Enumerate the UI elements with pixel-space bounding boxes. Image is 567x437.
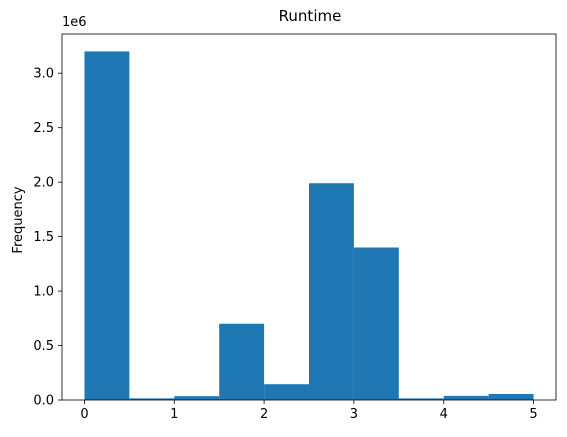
y-tick-label-1: 0.5 <box>33 339 54 354</box>
histogram-bar-7 <box>398 398 444 400</box>
histogram-bar-5 <box>309 183 354 400</box>
histogram-bar-9 <box>488 394 534 400</box>
y-tick-label-2: 1.0 <box>33 285 54 300</box>
x-tick-label-2: 2 <box>260 407 268 422</box>
histogram-bar-0 <box>84 51 130 401</box>
chart-title: Runtime <box>279 7 342 25</box>
histogram-bar-2 <box>174 396 220 400</box>
y-axis-title: Frequency <box>11 186 26 253</box>
y-tick-label-0: 0.0 <box>33 394 54 409</box>
y-tick-label-5: 2.5 <box>33 121 54 136</box>
x-tick-label-5: 5 <box>529 407 537 422</box>
x-tick-label-0: 0 <box>80 407 88 422</box>
bars-layer <box>84 51 534 401</box>
histogram-bar-4 <box>264 384 309 400</box>
x-tick-label-3: 3 <box>350 407 358 422</box>
histogram-bar-8 <box>443 395 489 400</box>
y-axis-offset-label: 1e6 <box>62 15 87 30</box>
plot-frame <box>61 33 557 401</box>
histogram-bar-6 <box>353 247 399 400</box>
x-tick-label-4: 4 <box>440 407 448 422</box>
axes-layer: 0 1 2 3 4 5 0.0 0.5 1.0 1.5 2.0 2.5 3.0 <box>33 33 557 422</box>
y-tick-label-4: 2.0 <box>33 176 54 191</box>
y-tick-label-3: 1.5 <box>33 230 54 245</box>
y-tick-label-6: 3.0 <box>33 67 54 82</box>
histogram-bar-3 <box>219 323 265 400</box>
x-tick-label-1: 1 <box>170 407 178 422</box>
histogram-bar-1 <box>129 398 175 400</box>
